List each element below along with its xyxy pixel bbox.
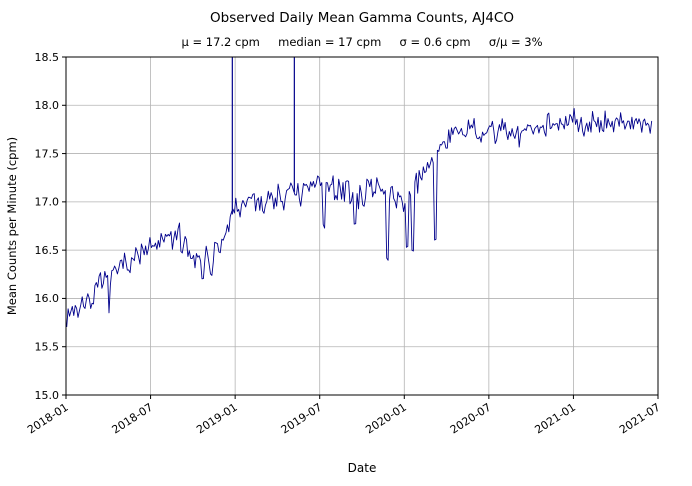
x-tick-label: 2018-01 xyxy=(25,401,71,437)
y-tick-label: 17.5 xyxy=(35,147,60,160)
grid-layer xyxy=(65,56,659,396)
x-tick-label: 2018-07 xyxy=(110,401,156,437)
x-tick-label: 2019-01 xyxy=(194,401,240,437)
y-tick-label: 17.0 xyxy=(35,196,60,209)
y-tick-label: 16.0 xyxy=(35,292,60,305)
y-tick-label: 18.5 xyxy=(35,51,60,64)
x-axis-label: Date xyxy=(348,461,377,475)
y-tick-label: 16.5 xyxy=(35,244,60,257)
x-tick-label: 2020-07 xyxy=(448,401,494,437)
chart-stats: μ = 17.2 cpm median = 17 cpm σ = 0.6 cpm… xyxy=(181,35,542,49)
x-tick-label: 2021-07 xyxy=(617,401,663,437)
x-tick-label: 2020-01 xyxy=(363,401,409,437)
y-tick-label: 15.0 xyxy=(35,389,60,402)
plot-border xyxy=(65,56,659,396)
chart-title: Observed Daily Mean Gamma Counts, AJ4CO xyxy=(210,10,514,26)
y-axis-label: Mean Counts per Minute (cpm) xyxy=(5,137,19,315)
data-series-line xyxy=(66,107,653,328)
series-layer xyxy=(66,57,653,328)
axis-layer: 15.0 15.5 16.0 16.5 17.0 17.5 18.0 18.5 2018-01 2… xyxy=(25,51,663,437)
y-tick-label: 18.0 xyxy=(35,99,60,112)
x-tick-label: 2021-01 xyxy=(532,401,578,437)
y-tick-label: 15.5 xyxy=(35,341,60,354)
x-tick-label: 2019-07 xyxy=(279,401,325,437)
